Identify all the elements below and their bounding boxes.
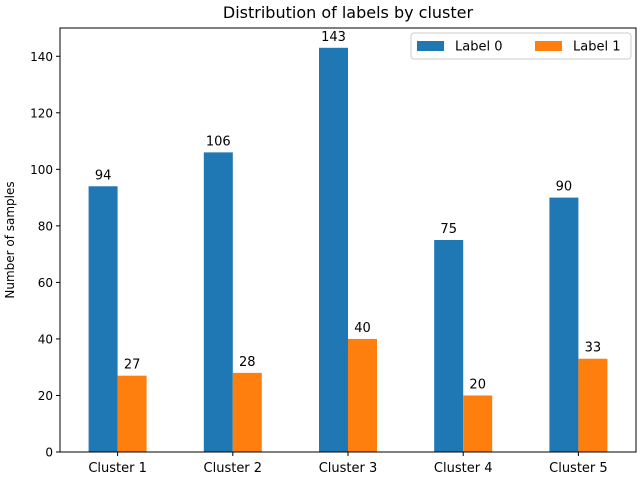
legend-swatch-2: [535, 41, 562, 51]
bar-2-3: [348, 338, 377, 452]
data-label: 28: [239, 355, 256, 370]
x-tick-label: Cluster 4: [434, 461, 493, 476]
x-tick-label: Cluster 3: [319, 461, 378, 476]
x-tick-label: Cluster 1: [88, 461, 147, 476]
bar-1-3: [319, 47, 348, 452]
y-tick-label: 100: [30, 163, 53, 177]
bar-2-5: [578, 358, 608, 452]
legend-swatch-1: [417, 41, 444, 51]
data-label: 40: [354, 321, 371, 336]
y-tick-label: 40: [38, 332, 53, 346]
bar-1-4: [434, 240, 464, 452]
data-label: 143: [321, 30, 346, 45]
data-label: 90: [556, 180, 573, 195]
y-tick-label: 120: [30, 106, 53, 120]
data-label: 75: [440, 222, 457, 237]
legend: Label 0 Label 1: [410, 32, 632, 60]
y-tick-label: 0: [45, 446, 53, 460]
legend-label-1: Label 0: [455, 40, 502, 55]
bar-2-2: [232, 372, 262, 452]
y-tick-label: 80: [38, 219, 53, 233]
y-axis-label: Number of samples: [3, 181, 17, 298]
bar-1-5: [549, 197, 579, 452]
data-label: 94: [95, 168, 112, 183]
x-tick-label: Cluster 2: [204, 461, 263, 476]
data-label: 106: [206, 134, 231, 149]
legend-box: [410, 32, 632, 60]
chart-title: Distribution of labels by cluster: [223, 3, 474, 22]
y-tick-label: 60: [38, 276, 53, 290]
bar-2-4: [463, 395, 493, 452]
y-tick-label: 140: [30, 50, 53, 64]
bar-2-1: [117, 375, 147, 452]
data-label: 33: [585, 341, 602, 356]
bar-1-2: [203, 152, 233, 452]
x-tick-label: Cluster 5: [549, 461, 608, 476]
plot-area: 94 106 143 75 90 27 28 40 20 33 0 20 40 60 80 100 120 140…: [30, 27, 637, 476]
bar-1-1: [88, 186, 118, 452]
y-tick-label: 20: [38, 389, 53, 403]
legend-label-2: Label 1: [573, 40, 620, 55]
data-label: 20: [469, 377, 486, 392]
data-label: 27: [124, 358, 141, 373]
